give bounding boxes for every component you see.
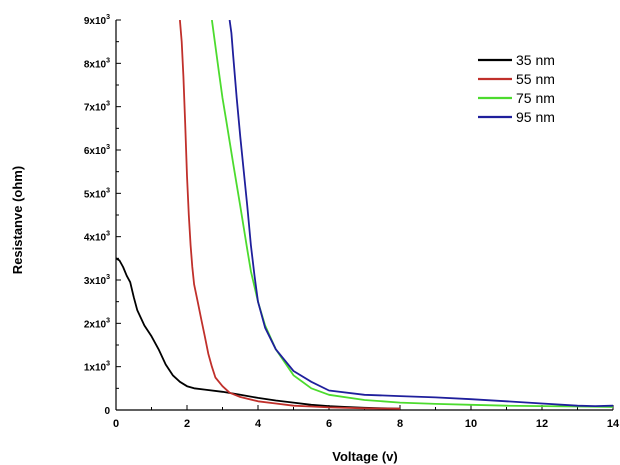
ticks-layer: 0 2 4 6 8 10 12 14 0 1x103 2x103 3x103 4x103 5x103 6x1… — [84, 14, 620, 430]
y-tick-label: 7x103 — [84, 101, 110, 114]
y-tick-label: 8x103 — [84, 57, 110, 70]
x-axis-title: Voltage (v) — [332, 449, 398, 464]
x-tick-label: 10 — [465, 418, 477, 430]
y-tick-label: 9x103 — [84, 14, 110, 27]
legend-label-2: 75 nm — [516, 90, 555, 106]
legend-label-3: 95 nm — [516, 109, 555, 125]
x-tick-label: 12 — [536, 418, 548, 430]
x-tick-label: 8 — [397, 418, 403, 430]
series-line-3 — [228, 20, 613, 408]
series-line-1 — [179, 20, 401, 410]
legend-label-0: 35 nm — [516, 52, 555, 68]
x-tick-label: 0 — [113, 418, 119, 430]
legend: 35 nm 55 nm 75 nm 95 nm — [478, 52, 555, 125]
x-tick-label: 4 — [255, 418, 262, 430]
x-tick-label: 2 — [184, 418, 190, 430]
y-tick-label: 5x103 — [84, 187, 110, 200]
series-layer — [116, 20, 613, 410]
legend-label-1: 55 nm — [516, 71, 555, 87]
y-tick-label: 1x103 — [84, 361, 110, 374]
x-tick-label: 14 — [607, 418, 620, 430]
y-tick-label: 0 — [104, 406, 110, 417]
y-axis-title: Resistanve (ohm) — [10, 166, 25, 274]
y-tick-label: 4x103 — [84, 231, 110, 244]
y-tick-label: 2x103 — [84, 317, 110, 330]
y-tick-label: 6x103 — [84, 144, 110, 157]
y-tick-label: 3x103 — [84, 274, 110, 287]
series-line-0 — [116, 257, 401, 410]
x-tick-label: 6 — [326, 418, 332, 430]
